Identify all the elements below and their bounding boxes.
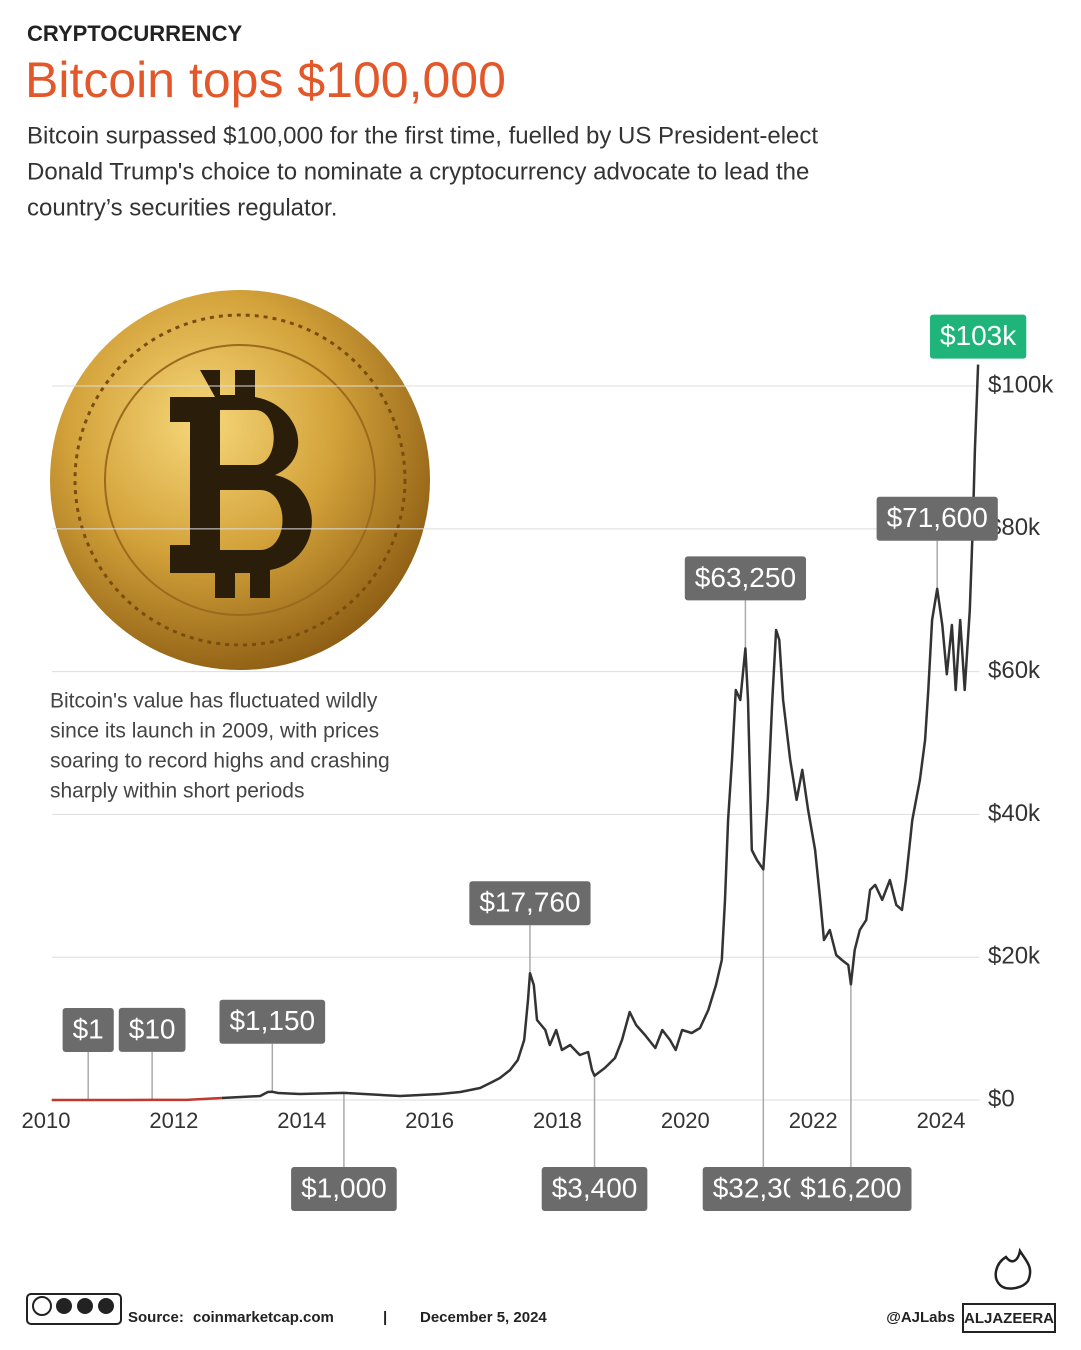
annotation: $3,400 (541, 1167, 648, 1211)
x-tick-label: 2020 (661, 1108, 710, 1133)
x-tick-label: 2010 (22, 1108, 71, 1133)
x-tick-label: 2024 (917, 1108, 966, 1133)
brand: ALJAZEERA (964, 1310, 1054, 1327)
cc-icon (98, 1298, 114, 1314)
source: coinmarketcap.com (193, 1309, 334, 1326)
x-tick-label: 2014 (277, 1108, 326, 1133)
annotation-box (62, 1007, 114, 1052)
annotation-box (929, 314, 1027, 359)
date: December 5, 2024 (420, 1309, 547, 1326)
y-tick-label: $60k (988, 657, 1041, 684)
coin (50, 290, 430, 670)
note-line: since its launch in 2009, with prices (50, 720, 379, 743)
annotation-label: $63,250 (695, 562, 796, 593)
annotation-box (118, 1007, 186, 1052)
annotation-label: $1,150 (229, 1005, 315, 1036)
annotation: $10 (118, 1007, 186, 1052)
annotation: $1 (62, 1007, 114, 1052)
connectors (87, 540, 938, 1167)
price-line (51, 1096, 222, 1102)
cc-icon (32, 1296, 52, 1316)
y-tick-label: $100k (988, 371, 1054, 398)
note-line: Bitcoin's value has fluctuated wildly (50, 690, 378, 713)
annotation-label: $1 (73, 1013, 104, 1044)
subtitle-line: Donald Trump's choice to nominate a cryp… (27, 158, 809, 185)
y-tick-label: $40k (988, 800, 1041, 827)
annotation-label: $17,760 (479, 887, 580, 918)
logo-mark (994, 1247, 1032, 1290)
note-line: soaring to record highs and crashing (50, 750, 390, 773)
annotation-label: $1,000 (301, 1172, 387, 1203)
annotation-box (684, 556, 807, 601)
annotation-box (219, 999, 326, 1044)
annotation-box (790, 1167, 912, 1211)
annotation-box (469, 881, 591, 926)
coin-symbol (170, 370, 312, 598)
x-tick-label: 2018 (533, 1108, 582, 1133)
subtitle: Bitcoin surpassed $100,000 for the first… (27, 122, 818, 221)
annotation: $71,600 (876, 496, 998, 541)
note-line: sharply within short periods (50, 780, 304, 803)
annotation-label: $16,200 (800, 1172, 901, 1203)
source-label: Source: (128, 1309, 184, 1326)
cc-icon (77, 1298, 93, 1314)
annotation-label: $3,400 (552, 1172, 638, 1203)
x-tick-label: 2012 (149, 1108, 198, 1133)
cc-icon (56, 1298, 72, 1314)
annotation-label: $71,600 (887, 502, 988, 533)
separator: | (383, 1309, 387, 1326)
title: Bitcoin tops $100,000 (25, 52, 506, 108)
annotation: $16,200 (790, 1167, 912, 1211)
price-line (221, 364, 980, 1100)
coin-ring (104, 344, 376, 616)
subtitle-line: country’s securities regulator. (27, 194, 337, 221)
annotation: $17,760 (469, 881, 591, 926)
annotation-box (291, 1167, 397, 1211)
annotation: $1,000 (291, 1167, 397, 1211)
annotation: $1,150 (219, 999, 326, 1044)
y-tick-label: $0 (988, 1085, 1015, 1112)
y-tick-label: $20k (988, 943, 1041, 970)
footer: Source: coinmarketcap.com | December 5, … (26, 1247, 1056, 1333)
coin-ring (73, 313, 407, 647)
annotation: $103k (929, 314, 1027, 359)
annotation: $63,250 (684, 556, 807, 601)
annotation-box (876, 496, 998, 541)
annotation-label: $103k (940, 320, 1017, 351)
note: Bitcoin's value has fluctuated wildly sin… (50, 690, 390, 803)
brand-box (962, 1303, 1056, 1333)
annotation-box (541, 1167, 648, 1211)
x-tick-label: 2022 (789, 1108, 838, 1133)
kicker: CRYPTOCURRENCY (27, 21, 242, 46)
credit: @AJLabs (886, 1309, 955, 1326)
annotation-label: $10 (129, 1013, 176, 1044)
subtitle-line: Bitcoin surpassed $100,000 for the first… (27, 122, 818, 149)
x-tick-label: 2016 (405, 1108, 454, 1133)
